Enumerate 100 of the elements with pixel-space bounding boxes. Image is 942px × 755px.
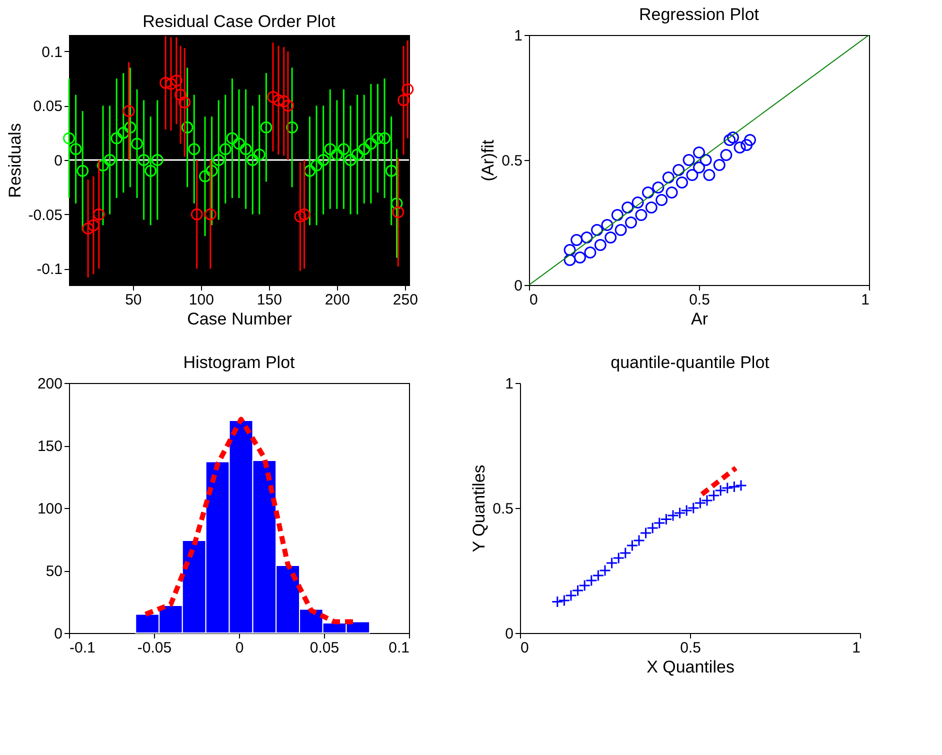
x-tick-label: 0.5	[689, 292, 710, 308]
point	[378, 132, 391, 144]
point	[565, 590, 577, 602]
y-tick-label: 1	[505, 376, 514, 392]
point	[735, 480, 747, 492]
y-tick-label: 0.05	[33, 98, 62, 116]
point	[204, 208, 216, 220]
point	[564, 244, 576, 256]
x-tick-label: 250	[392, 292, 418, 308]
chart-title: Residual Case Order Plot	[142, 12, 336, 31]
point	[578, 580, 591, 592]
point	[267, 90, 279, 103]
point	[614, 224, 627, 236]
x-tick-label: 1	[852, 640, 860, 656]
point	[693, 146, 705, 158]
point	[282, 100, 294, 112]
point	[110, 132, 123, 144]
point	[338, 143, 350, 156]
point	[358, 143, 370, 156]
point	[585, 574, 598, 586]
x-tick-label: 200	[324, 292, 350, 308]
y-axis-title: Y Quantiles	[470, 464, 489, 552]
point	[720, 149, 732, 161]
point	[92, 208, 105, 220]
point	[372, 132, 384, 144]
y-tick-label: 100	[37, 500, 62, 518]
x-tick-label: -0.05	[137, 640, 172, 656]
point	[646, 522, 659, 534]
point	[226, 132, 238, 144]
point	[708, 490, 720, 502]
point	[686, 169, 698, 181]
point	[626, 540, 638, 552]
point	[206, 164, 218, 177]
point	[724, 134, 736, 146]
point	[233, 138, 245, 150]
point	[676, 176, 688, 188]
point	[606, 557, 618, 569]
y-tick-label: -0.05	[28, 206, 62, 224]
point	[682, 154, 695, 166]
point	[591, 224, 603, 236]
y-tick-label: 0.5	[492, 500, 514, 518]
point	[324, 143, 336, 156]
point	[601, 219, 614, 231]
y-axis-title: Residuals	[5, 123, 24, 198]
point	[672, 164, 685, 176]
point	[674, 507, 686, 519]
point	[727, 132, 739, 144]
point	[212, 154, 225, 166]
point	[246, 154, 259, 166]
x-tick-label: 150	[256, 292, 282, 308]
point	[181, 121, 194, 134]
point	[572, 584, 584, 596]
point	[680, 504, 693, 516]
point	[82, 222, 94, 234]
point	[344, 154, 357, 166]
point	[260, 121, 272, 134]
point	[645, 202, 658, 214]
point	[564, 254, 576, 266]
point	[390, 197, 403, 210]
point	[122, 105, 135, 118]
y-tick-label: 200	[37, 376, 62, 392]
point	[298, 208, 310, 220]
point	[63, 132, 75, 144]
point	[713, 159, 726, 171]
point	[721, 482, 734, 494]
point	[580, 232, 593, 244]
y-tick-label: 50	[46, 563, 62, 580]
point	[632, 196, 644, 208]
point	[124, 121, 136, 134]
point	[188, 143, 200, 156]
point	[599, 564, 611, 576]
point	[653, 517, 666, 529]
point	[219, 143, 232, 156]
point	[138, 154, 150, 166]
y-tick-label: 0	[505, 626, 514, 642]
point	[687, 502, 700, 514]
point	[87, 219, 100, 232]
chart-title: Regression Plot	[638, 5, 760, 24]
x-tick-label: 0	[235, 640, 244, 656]
y-tick-label: 0.1	[42, 44, 62, 61]
point	[584, 246, 596, 258]
point	[310, 159, 323, 172]
x-tick-label: 1	[861, 292, 870, 308]
point	[170, 74, 182, 87]
x-axis-title: Case Number	[187, 310, 292, 328]
point	[592, 570, 604, 582]
y-tick-label: 0.5	[502, 152, 522, 170]
point	[364, 138, 377, 150]
point	[178, 96, 191, 108]
x-tick-label: 0	[530, 292, 538, 308]
point	[714, 484, 727, 496]
point	[666, 186, 678, 198]
point	[253, 148, 266, 161]
point	[640, 527, 652, 539]
point	[199, 170, 211, 182]
y-tick-label: -0.1	[36, 261, 62, 278]
point	[317, 154, 330, 166]
point	[633, 534, 645, 546]
point	[611, 209, 624, 221]
point	[734, 142, 746, 154]
